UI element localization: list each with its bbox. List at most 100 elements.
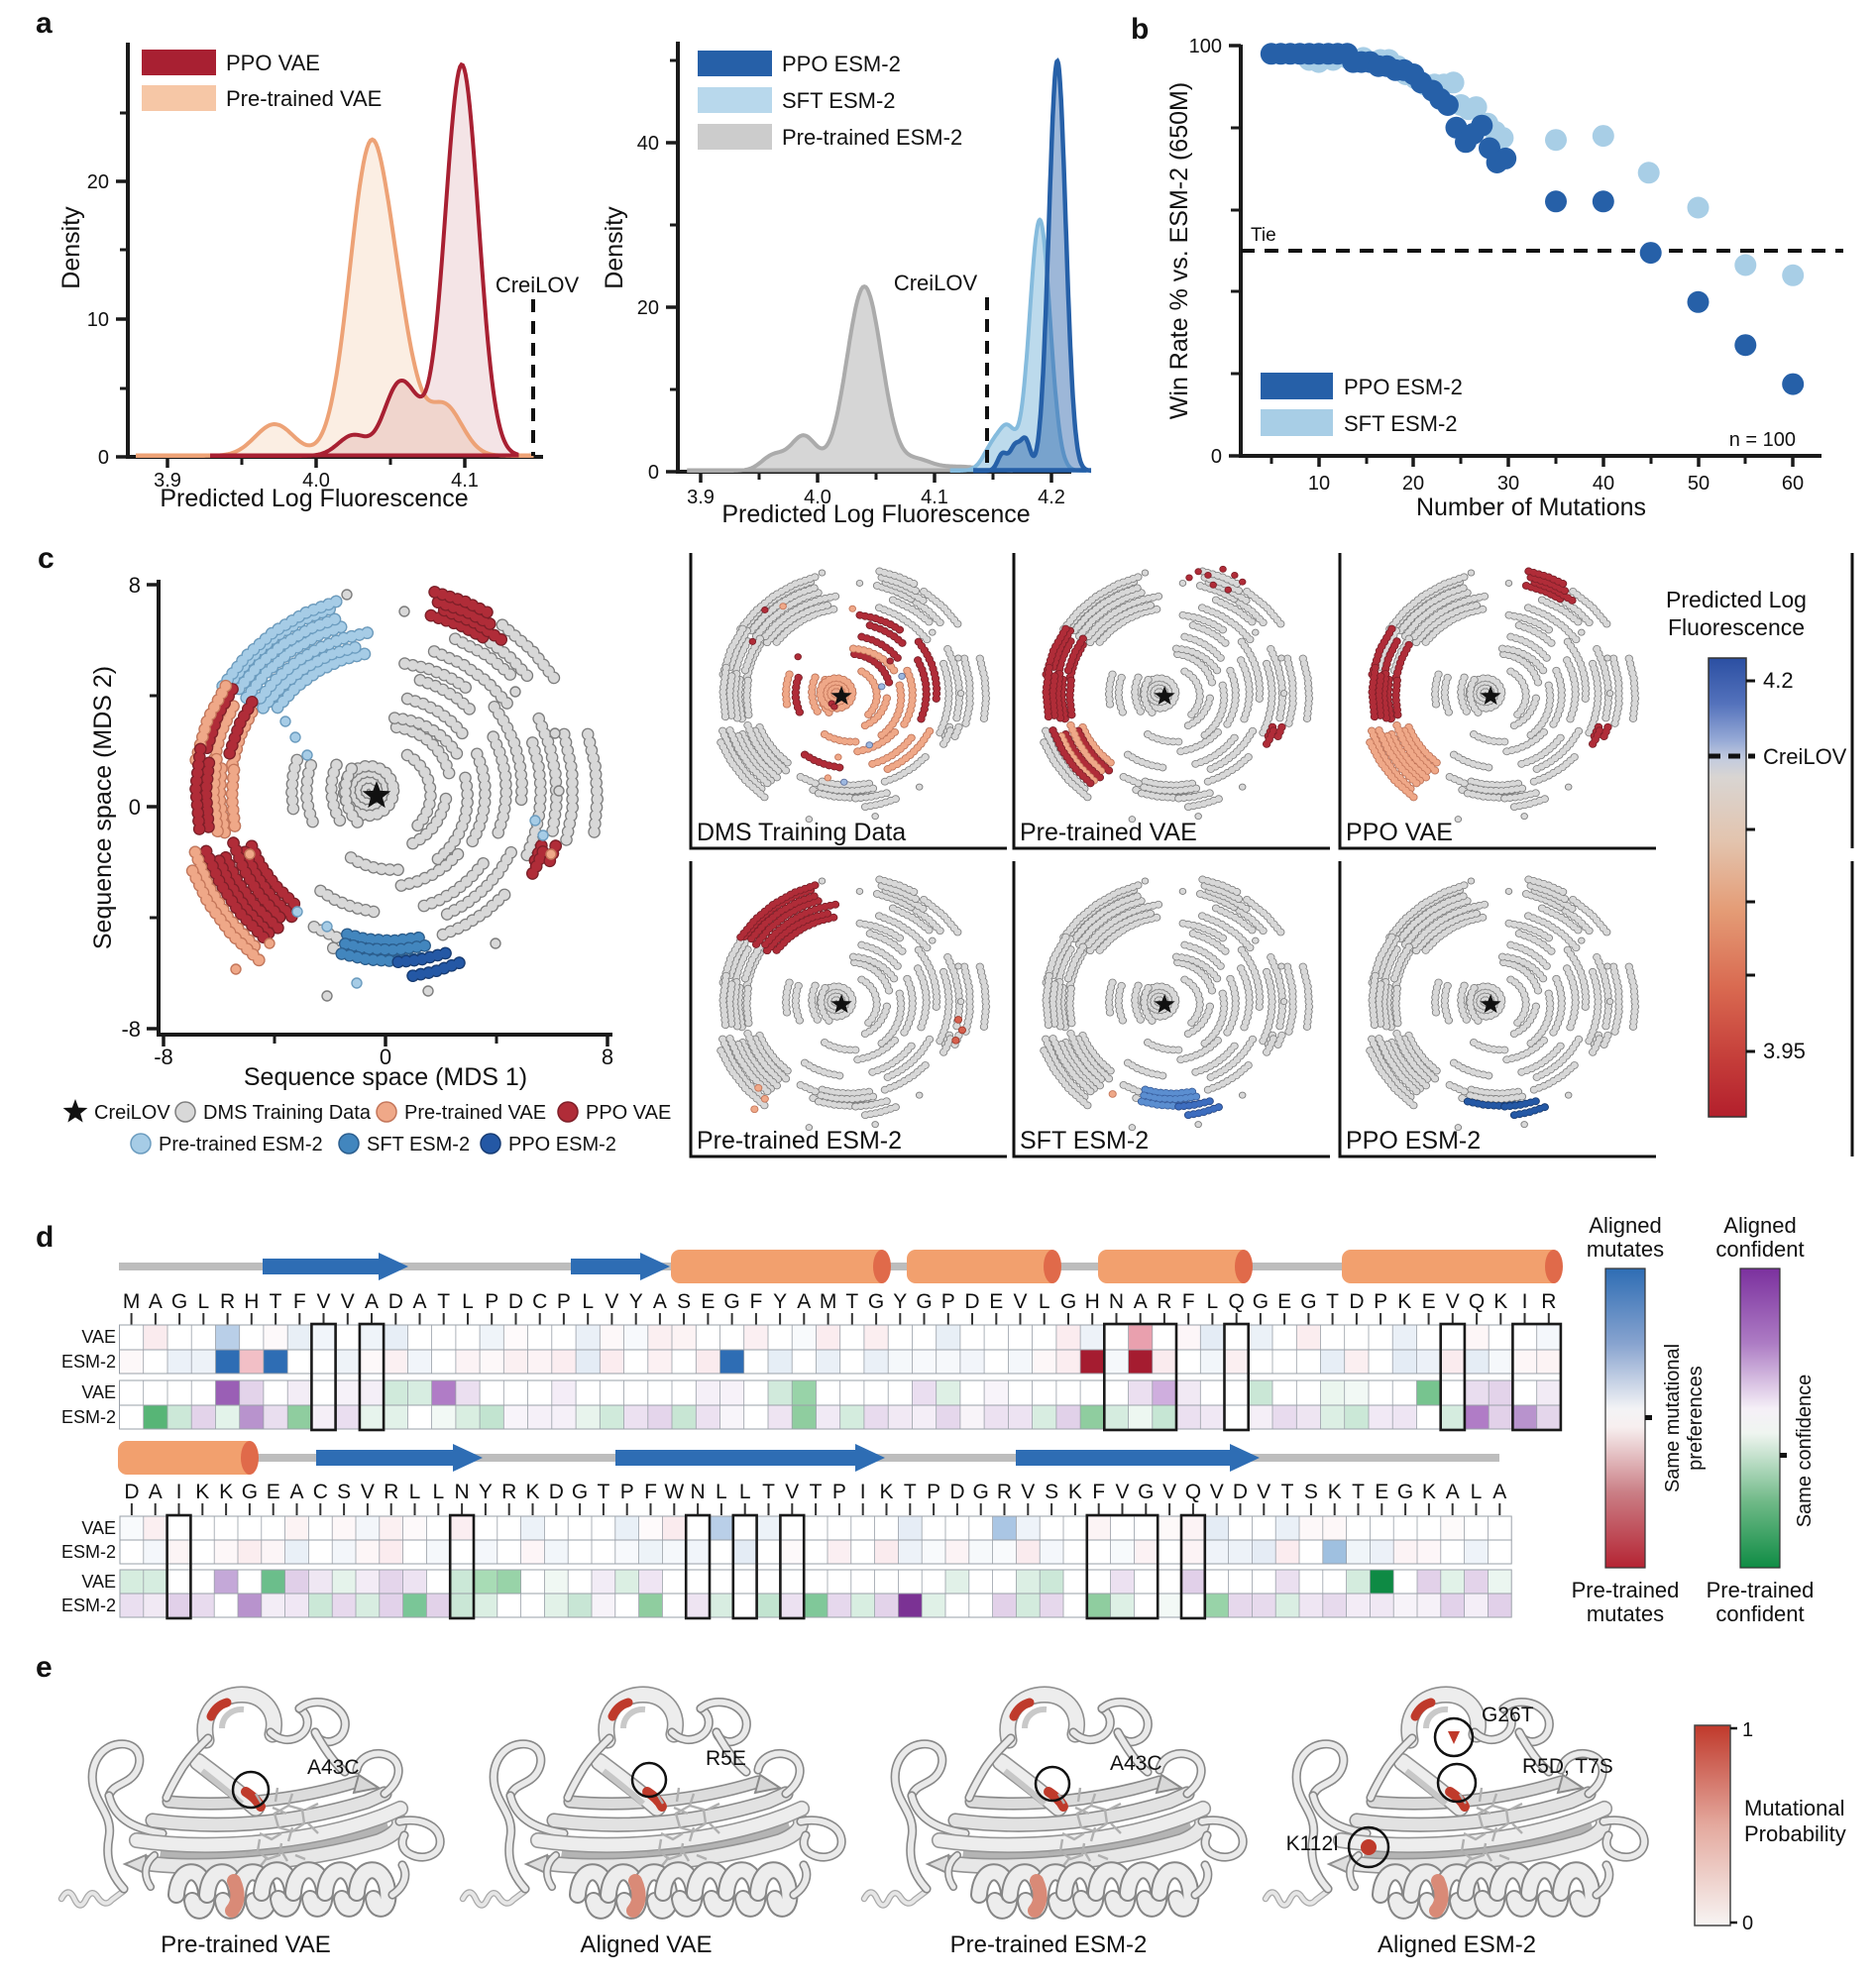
svg-text:Sequence space (MDS 1): Sequence space (MDS 1) xyxy=(244,1063,527,1091)
svg-text:R: R xyxy=(1157,1290,1171,1313)
svg-text:Q: Q xyxy=(1469,1290,1485,1313)
svg-text:PPO ESM-2: PPO ESM-2 xyxy=(508,1134,616,1156)
svg-text:Density: Density xyxy=(57,206,85,289)
svg-text:P: P xyxy=(941,1290,955,1313)
svg-text:K: K xyxy=(525,1481,539,1503)
svg-text:G: G xyxy=(723,1290,739,1313)
svg-text:Pre-trained ESM-2: Pre-trained ESM-2 xyxy=(950,1931,1148,1958)
svg-text:D: D xyxy=(949,1481,964,1503)
svg-text:H: H xyxy=(1085,1290,1100,1313)
svg-text:Pre-trained: Pre-trained xyxy=(1707,1578,1815,1602)
svg-text:W: W xyxy=(664,1481,684,1503)
svg-text:0: 0 xyxy=(129,795,141,820)
svg-text:A: A xyxy=(289,1481,303,1503)
svg-text:Y: Y xyxy=(479,1481,493,1503)
svg-text:Probability: Probability xyxy=(1744,1821,1846,1846)
svg-text:1: 1 xyxy=(1742,1719,1753,1741)
svg-text:Pre-trained ESM-2: Pre-trained ESM-2 xyxy=(782,125,962,150)
svg-text:DMS Training Data: DMS Training Data xyxy=(697,819,906,846)
svg-text:L: L xyxy=(716,1481,727,1503)
svg-text:G: G xyxy=(1060,1290,1076,1313)
svg-text:D: D xyxy=(388,1290,403,1313)
svg-text:Same confidence: Same confidence xyxy=(1794,1375,1816,1528)
svg-text:K: K xyxy=(1397,1290,1411,1313)
svg-text:T: T xyxy=(904,1481,917,1503)
svg-text:F: F xyxy=(1092,1481,1105,1503)
svg-text:K: K xyxy=(1493,1290,1507,1313)
svg-text:V: V xyxy=(1446,1290,1460,1313)
svg-text:Q: Q xyxy=(1229,1290,1245,1313)
svg-text:c: c xyxy=(38,542,55,575)
svg-text:A: A xyxy=(1134,1290,1148,1313)
svg-text:Fluorescence: Fluorescence xyxy=(1668,614,1805,640)
svg-text:A: A xyxy=(149,1481,163,1503)
svg-text:P: P xyxy=(832,1481,846,1503)
svg-text:3.9: 3.9 xyxy=(687,487,715,508)
svg-text:M: M xyxy=(820,1290,837,1313)
svg-text:G: G xyxy=(242,1481,258,1503)
svg-text:T: T xyxy=(1326,1290,1339,1313)
svg-text:DMS Training Data: DMS Training Data xyxy=(203,1102,372,1124)
svg-text:3.95: 3.95 xyxy=(1763,1039,1806,1063)
svg-text:30: 30 xyxy=(1497,473,1519,495)
svg-text:A: A xyxy=(1446,1481,1460,1503)
svg-text:VAE: VAE xyxy=(81,1518,116,1538)
svg-text:S: S xyxy=(337,1481,351,1503)
svg-text:PPO ESM-2: PPO ESM-2 xyxy=(782,52,901,76)
svg-text:A43C: A43C xyxy=(1110,1752,1162,1775)
svg-text:V: V xyxy=(1210,1481,1224,1503)
svg-text:n = 100: n = 100 xyxy=(1729,429,1796,451)
svg-text:L: L xyxy=(739,1481,751,1503)
svg-text:Pre-trained VAE: Pre-trained VAE xyxy=(1020,819,1197,846)
svg-text:G: G xyxy=(916,1290,932,1313)
svg-text:Tie: Tie xyxy=(1251,225,1276,246)
svg-text:Sequence space (MDS 2): Sequence space (MDS 2) xyxy=(89,666,117,949)
svg-text:confident: confident xyxy=(1715,1237,1804,1262)
svg-text:P: P xyxy=(927,1481,940,1503)
svg-text:T: T xyxy=(845,1290,858,1313)
svg-text:Q: Q xyxy=(1185,1481,1201,1503)
svg-text:D: D xyxy=(1349,1290,1364,1313)
svg-text:K: K xyxy=(1422,1481,1436,1503)
svg-text:K: K xyxy=(219,1481,233,1503)
svg-text:ESM-2: ESM-2 xyxy=(61,1407,116,1427)
svg-text:N: N xyxy=(691,1481,706,1503)
svg-text:I: I xyxy=(176,1481,182,1503)
svg-text:8: 8 xyxy=(602,1045,613,1069)
svg-text:A: A xyxy=(797,1290,811,1313)
svg-text:D: D xyxy=(964,1290,979,1313)
svg-text:S: S xyxy=(1304,1481,1318,1503)
svg-text:Same mutational: Same mutational xyxy=(1662,1344,1684,1492)
svg-text:L: L xyxy=(197,1290,209,1313)
svg-text:10: 10 xyxy=(87,309,109,331)
svg-text:Y: Y xyxy=(893,1290,907,1313)
svg-text:-8: -8 xyxy=(154,1045,173,1069)
svg-text:PPO ESM-2: PPO ESM-2 xyxy=(1346,1127,1481,1155)
svg-text:A: A xyxy=(1492,1481,1506,1503)
svg-text:F: F xyxy=(293,1290,306,1313)
svg-text:R: R xyxy=(220,1290,235,1313)
svg-text:Pre-trained VAE: Pre-trained VAE xyxy=(161,1931,331,1958)
svg-text:L: L xyxy=(1207,1290,1219,1313)
svg-text:Predicted Log Fluorescence: Predicted Log Fluorescence xyxy=(160,485,468,512)
svg-text:P: P xyxy=(557,1290,571,1313)
svg-text:CreiLOV: CreiLOV xyxy=(1763,744,1847,769)
svg-text:L: L xyxy=(462,1290,474,1313)
svg-text:Density: Density xyxy=(601,206,628,289)
svg-text:S: S xyxy=(677,1290,691,1313)
svg-text:C: C xyxy=(313,1481,328,1503)
svg-text:d: d xyxy=(36,1221,54,1254)
svg-text:100: 100 xyxy=(1189,36,1222,57)
svg-text:SFT ESM-2: SFT ESM-2 xyxy=(367,1134,470,1156)
svg-text:20: 20 xyxy=(87,171,109,193)
svg-text:L: L xyxy=(409,1481,421,1503)
svg-text:Aligned ESM-2: Aligned ESM-2 xyxy=(1378,1931,1536,1958)
svg-text:I: I xyxy=(1522,1290,1528,1313)
svg-text:V: V xyxy=(605,1290,618,1313)
svg-text:Y: Y xyxy=(629,1290,643,1313)
svg-text:SFT ESM-2: SFT ESM-2 xyxy=(1020,1127,1149,1155)
svg-text:E: E xyxy=(267,1481,280,1503)
svg-text:20: 20 xyxy=(637,297,659,319)
svg-text:4.2: 4.2 xyxy=(1763,668,1794,693)
svg-text:P: P xyxy=(485,1290,498,1313)
